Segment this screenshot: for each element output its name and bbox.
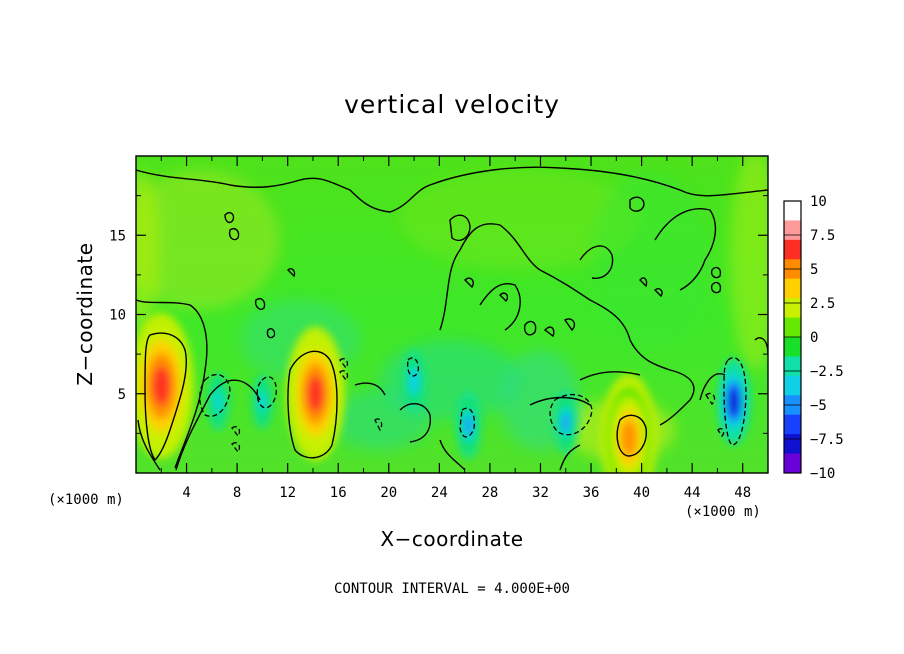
x-tick-label: 20 (380, 485, 397, 501)
x-unit-right: (×1000 m) (685, 504, 761, 520)
x-tick-label: 12 (279, 485, 296, 501)
colorbar-swatch (784, 317, 801, 338)
field-background (136, 156, 768, 460)
colorbar-swatch (784, 414, 801, 435)
negative-contours (199, 357, 747, 454)
y-axis: 5 10 15 (109, 195, 768, 434)
y-axis-label: Z−coordinate (73, 242, 97, 385)
updraft-cell (600, 374, 657, 473)
x-tick-label: 48 (734, 485, 751, 501)
downdraft-cell (455, 392, 482, 458)
colorbar-label: −2.5 (810, 364, 844, 380)
colorbar-swatch (784, 356, 801, 377)
colorbar-label: −10 (810, 466, 835, 482)
x-tick-label: 36 (583, 485, 600, 501)
downdraft-cell (553, 391, 578, 454)
updraft-cell (136, 312, 194, 459)
colorbar-swatch (784, 220, 801, 241)
colorbar-label: 10 (810, 194, 827, 210)
x-tick-label: 4 (182, 485, 190, 501)
y-tick-label: 10 (109, 308, 126, 324)
updraft-cell (285, 326, 345, 461)
colorbar-label: −7.5 (810, 432, 844, 448)
colorbar: 10 7.5 5 2.5 0 −2.5 −5 −7.5 −10 (783, 194, 844, 482)
colorbar-swatch (784, 278, 801, 299)
x-unit-left: (×1000 m) (48, 492, 124, 508)
x-tick-label: 16 (330, 485, 347, 501)
x-axis-label: X−coordinate (380, 527, 523, 551)
colorbar-label: 2.5 (810, 296, 835, 312)
y-tick-label: 5 (118, 387, 126, 403)
x-tick-label: 8 (233, 485, 241, 501)
colorbar-swatch (784, 239, 801, 260)
x-tick-label: 32 (532, 485, 549, 501)
x-tick-label: 40 (633, 485, 650, 501)
contour-interval-note: CONTOUR INTERVAL = 4.000E+00 (334, 581, 570, 597)
x-axis: 4 8 12 16 20 24 28 32 36 40 44 48 (160, 156, 751, 501)
x-tick-label: 24 (431, 485, 448, 501)
colorbar-swatch (784, 434, 801, 455)
colorbar-label: 5 (810, 262, 818, 278)
colorbar-label: −5 (810, 398, 827, 414)
colorbar-label: 7.5 (810, 228, 835, 244)
colorbar-swatch (784, 201, 801, 221)
chart-title: vertical velocity (344, 90, 560, 119)
downdraft-cell (717, 358, 751, 445)
colorbar-swatch (784, 375, 801, 396)
x-tick-label: 44 (684, 485, 701, 501)
downdraft-cell (402, 351, 426, 411)
colorbar-label: 0 (810, 330, 818, 346)
x-tick-label: 28 (481, 485, 498, 501)
contour-lines (136, 166, 768, 471)
colorbar-swatch (784, 337, 801, 357)
plot-area (136, 156, 768, 473)
downdraft-cell (252, 375, 273, 429)
colorbar-swatch (784, 453, 801, 474)
colorbar-swatch (784, 298, 801, 319)
y-tick-label: 15 (109, 228, 126, 244)
